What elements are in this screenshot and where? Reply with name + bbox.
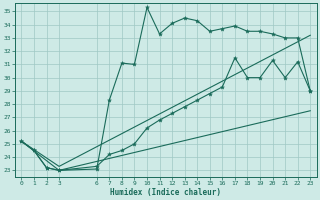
X-axis label: Humidex (Indice chaleur): Humidex (Indice chaleur) xyxy=(110,188,221,197)
